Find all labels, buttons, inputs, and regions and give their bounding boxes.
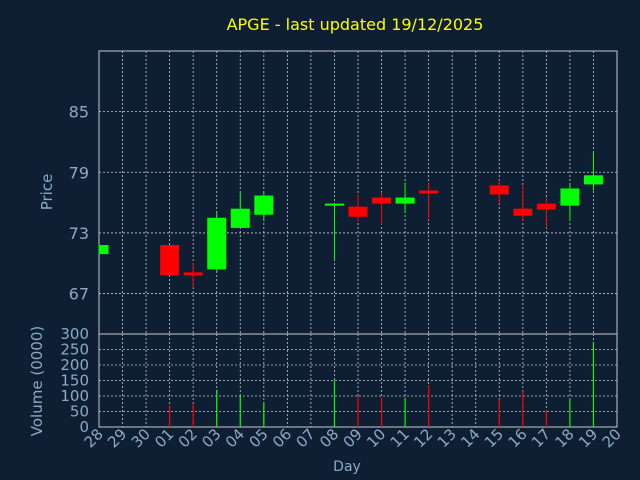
candle-body bbox=[183, 272, 203, 276]
candle-body bbox=[395, 197, 415, 204]
volume-tick-label: 50 bbox=[70, 403, 89, 421]
candle-body bbox=[372, 197, 392, 204]
candle-body bbox=[160, 245, 180, 276]
candle-18 bbox=[560, 183, 580, 221]
candle-16 bbox=[513, 185, 533, 221]
volume-tick-label: 300 bbox=[60, 325, 89, 343]
candle-15 bbox=[489, 180, 509, 204]
price-tick-label: 67 bbox=[69, 285, 89, 304]
candle-28 bbox=[98, 245, 109, 255]
candle-body bbox=[254, 195, 274, 215]
candle-body bbox=[583, 175, 603, 185]
candle-body bbox=[99, 245, 109, 255]
candle-body bbox=[324, 203, 344, 206]
volume-tick-label: 0 bbox=[79, 418, 89, 436]
candle-09 bbox=[348, 194, 368, 222]
candle-body bbox=[536, 203, 556, 210]
candle-body bbox=[489, 185, 509, 195]
candle-11 bbox=[395, 182, 415, 213]
volume-axis-label: Volume (0000) bbox=[28, 326, 46, 436]
price-tick-label: 73 bbox=[69, 224, 89, 243]
candle-19 bbox=[583, 152, 603, 191]
volume-tick-label: 200 bbox=[60, 356, 89, 374]
volume-tick-label: 250 bbox=[60, 341, 89, 359]
chart-title: APGE - last updated 19/12/2025 bbox=[227, 15, 484, 34]
candle-body bbox=[230, 208, 250, 228]
candle-body bbox=[348, 206, 368, 217]
price-panel: 67 73 79 85 bbox=[69, 50, 618, 335]
volume-tick-label: 100 bbox=[60, 387, 89, 405]
candle-body bbox=[560, 188, 580, 206]
candle-17 bbox=[536, 197, 556, 228]
candle-body bbox=[513, 208, 533, 216]
candle-10 bbox=[372, 192, 392, 225]
price-axis-label: Price bbox=[38, 174, 56, 211]
candle-03 bbox=[207, 212, 227, 273]
candle-body bbox=[207, 217, 227, 270]
price-tick-label: 79 bbox=[69, 163, 89, 182]
candle-04 bbox=[230, 192, 250, 228]
candle-01 bbox=[160, 245, 180, 276]
candle-body bbox=[419, 190, 439, 194]
candle-02 bbox=[183, 263, 203, 288]
candle-05 bbox=[254, 192, 274, 221]
price-tick-label: 85 bbox=[69, 103, 89, 122]
volume-tick-label: 150 bbox=[60, 372, 89, 390]
x-axis: 2829300102030405060708091011121314151617… bbox=[81, 425, 625, 451]
x-axis-label: Day bbox=[333, 459, 361, 475]
candle-08 bbox=[324, 203, 344, 261]
candle-12 bbox=[419, 182, 439, 220]
